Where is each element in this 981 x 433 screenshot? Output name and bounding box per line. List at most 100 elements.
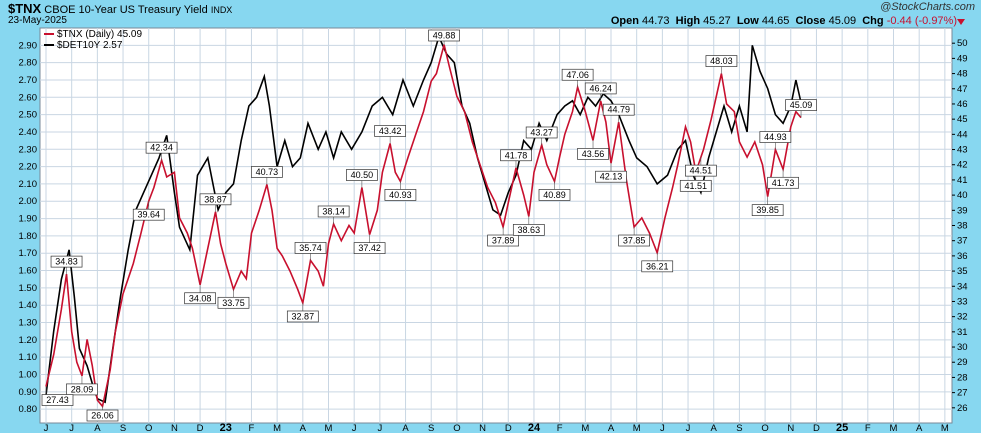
right-tick-label: 38 [957, 221, 968, 232]
x-tick-label: D [813, 423, 820, 433]
right-tick-label: 28 [957, 372, 968, 383]
annotation-label: 33.75 [222, 298, 245, 308]
annotation-label: 43.27 [530, 127, 553, 137]
annotation-box [679, 179, 712, 192]
watermark[interactable]: @StockCharts.com [880, 1, 975, 13]
low-label: Low [736, 15, 759, 27]
annotation-label: 26.06 [91, 411, 114, 421]
tnx-line [45, 44, 802, 409]
exchange: INDX [210, 5, 233, 15]
left-tick-label: 1.30 [19, 318, 38, 329]
open-label: Open [610, 15, 639, 27]
annotation-box [294, 242, 327, 254]
x-tick-label: J [660, 423, 665, 433]
x-tick-label: O [145, 423, 152, 433]
left-tick-label: 2.00 [19, 196, 38, 207]
annotation-box [751, 204, 784, 216]
annotation-box [512, 224, 545, 236]
x-tick-label: A [916, 423, 923, 433]
annotation-box [602, 103, 635, 116]
annotation-label: 39.64 [137, 210, 160, 220]
x-tick-label: A [711, 423, 718, 433]
x-tick-label: S [120, 423, 126, 433]
close-value: 45.09 [828, 15, 857, 27]
x-tick-label: M [325, 423, 333, 433]
annotation-box [353, 242, 386, 254]
annotation-box [577, 148, 609, 160]
legend-label: $TNX (Daily) 45.09 [57, 29, 142, 40]
right-tick-label: 44 [957, 129, 968, 140]
annotation-box [538, 189, 571, 201]
annotation-box [618, 234, 650, 247]
right-tick-label: 48 [957, 69, 968, 80]
x-tick-label: F [865, 423, 871, 433]
right-axis: 26 27 28 29 30 31 32 33 34 35 36 37 38 39 40 41 42 43 44 45… [952, 38, 968, 414]
left-tick-label: 0.90 [19, 387, 38, 398]
right-tick-label: 40 [957, 190, 968, 201]
x-tick-label: D [197, 423, 204, 433]
annotation-label: 44.93 [764, 132, 787, 142]
annotation-box [199, 193, 232, 206]
x-axis: J J A S O N D 23 F M A M J J A S O N D 24 F M A M J J A S O N D 25 F M A M [44, 422, 949, 433]
chg-label: Chg [862, 15, 884, 27]
annotation-label: 43.42 [379, 126, 402, 136]
x-tick-label: O [453, 423, 460, 433]
chart-title: $TNX CBOE 10-Year US Treasury Yield INDX [8, 1, 232, 16]
annotation-label: 47.06 [566, 70, 589, 80]
det10y-line [45, 34, 802, 404]
x-tick-label: A [300, 423, 307, 433]
x-tick-label: S [736, 423, 742, 433]
left-tick-label: 2.50 [19, 110, 38, 121]
annotation-label: 41.51 [684, 181, 707, 191]
left-tick-label: 1.40 [19, 300, 38, 311]
left-tick-label: 1.90 [19, 214, 38, 225]
annotation-label: 34.83 [55, 257, 78, 267]
x-tick-label: 23 [220, 422, 232, 433]
annotation-label: 44.51 [690, 166, 713, 176]
x-tick-label: M [581, 423, 589, 433]
annotation-box [384, 189, 417, 201]
high-value: 45.27 [703, 15, 731, 27]
annotation-label: 41.78 [505, 150, 528, 160]
left-tick-label: 1.80 [19, 231, 38, 242]
annotation-box [767, 176, 799, 189]
x-tick-label: M [941, 423, 949, 433]
annotation-label: 37.89 [492, 236, 515, 246]
date-label: 23-May-2025 [8, 15, 67, 26]
x-tick-label: N [171, 423, 178, 433]
annotation-label: 40.73 [256, 167, 279, 177]
left-tick-label: 2.20 [19, 162, 38, 173]
annotation-label: 38.14 [322, 206, 345, 216]
x-tick-label: M [633, 423, 641, 433]
annotation-box [132, 208, 165, 221]
annotation-label: 28.09 [71, 384, 94, 394]
annotation-label: 27.43 [46, 395, 69, 405]
left-tick-label: 2.90 [19, 40, 38, 51]
right-tick-label: 47 [957, 84, 968, 95]
right-tick-label: 29 [957, 357, 968, 368]
left-tick-label: 2.70 [19, 75, 38, 86]
open-value: 44.73 [642, 15, 670, 27]
annotation-label: 32.87 [292, 311, 315, 321]
annotation-box [561, 68, 594, 81]
right-tick-label: 42 [957, 160, 968, 171]
right-tick-label: 50 [957, 38, 968, 49]
annotation-label: 39.85 [756, 205, 779, 215]
annotation-box [584, 82, 617, 95]
annotation-box [317, 205, 350, 218]
plot-area [39, 27, 953, 424]
x-tick-label: M [273, 423, 281, 433]
left-tick-label: 2.60 [19, 92, 38, 103]
right-tick-label: 30 [957, 342, 968, 353]
left-tick-label: 0.80 [19, 404, 38, 415]
x-tick-label: D [505, 423, 512, 433]
right-tick-label: 32 [957, 312, 968, 323]
annotation-box [286, 310, 319, 323]
close-label: Close [795, 15, 826, 27]
x-tick-label: J [352, 423, 357, 433]
right-tick-label: 27 [957, 388, 968, 399]
left-tick-label: 2.10 [19, 179, 38, 190]
low-value: 44.65 [761, 15, 790, 27]
